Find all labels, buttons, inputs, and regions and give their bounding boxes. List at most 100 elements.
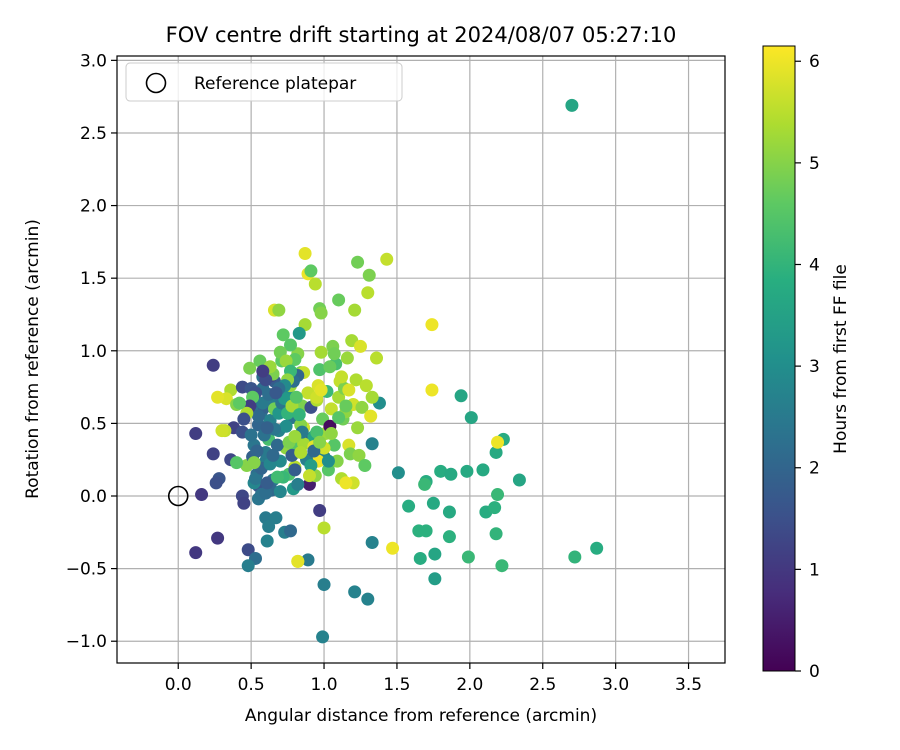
legend-box (125, 62, 403, 102)
data-point (428, 547, 442, 561)
data-point (332, 293, 346, 307)
x-tick-label: 0.0 (165, 675, 192, 695)
data-point (314, 306, 328, 320)
data-point (342, 383, 356, 397)
data-point (291, 554, 305, 568)
data-point (291, 477, 305, 491)
data-point (288, 463, 302, 477)
data-point (270, 470, 284, 484)
legend: Reference platepar (125, 62, 403, 102)
y-tick-label: 1.5 (80, 269, 107, 289)
data-point (402, 499, 416, 513)
data-point (279, 354, 293, 368)
data-point (211, 390, 225, 404)
colorbar-gradient (762, 45, 796, 672)
colorbar-ticks: 0 1 2 3 4 5 6 (795, 52, 820, 682)
data-point (249, 472, 263, 486)
data-point (380, 252, 394, 266)
data-point (313, 435, 327, 449)
data-point (324, 402, 338, 416)
data-point (294, 445, 308, 459)
data-point (237, 496, 251, 510)
grid-lines (117, 56, 725, 663)
data-point (461, 550, 475, 564)
colorbar-label: Hours from first FF file (831, 264, 851, 454)
plot-frame (116, 55, 726, 664)
data-point (279, 419, 293, 433)
x-axis-ticks: 0.0 0.5 1.0 1.5 2.0 2.5 3.0 3.5 (165, 663, 702, 695)
y-tick-label: −1.0 (66, 632, 107, 652)
data-point (211, 531, 225, 545)
data-point (269, 511, 283, 525)
data-point (425, 383, 439, 397)
x-tick-label: 2.0 (456, 675, 483, 695)
colorbar: 0 1 2 3 4 5 6 Hours from first FF file (762, 45, 851, 682)
data-point (289, 390, 303, 404)
data-point (454, 389, 468, 403)
y-tick-label: 2.5 (80, 124, 107, 144)
data-point (359, 379, 373, 393)
data-point (232, 396, 246, 410)
data-point (247, 456, 261, 470)
data-point (269, 386, 283, 400)
data-point (250, 444, 264, 458)
data-point (260, 476, 274, 490)
colorbar-tick-label: 0 (809, 662, 820, 682)
data-point (332, 411, 346, 425)
data-point (335, 370, 349, 384)
data-point (266, 448, 280, 462)
data-point (348, 585, 362, 599)
data-point (590, 541, 604, 555)
colorbar-tick-label: 1 (809, 560, 820, 580)
data-point (489, 445, 503, 459)
colorbar-tick-label: 2 (809, 459, 820, 479)
data-point (292, 326, 306, 340)
y-tick-label: 3.0 (80, 51, 107, 71)
data-point (276, 328, 290, 342)
data-point (339, 476, 353, 490)
data-point (418, 477, 432, 491)
data-point (284, 524, 298, 538)
data-point (364, 409, 378, 423)
data-point (272, 303, 286, 317)
data-point (355, 400, 369, 414)
data-point (206, 447, 220, 461)
data-point (434, 464, 448, 478)
data-point (317, 521, 331, 535)
x-tick-label: 3.5 (675, 675, 702, 695)
data-point (321, 454, 335, 468)
data-point (304, 459, 318, 473)
data-points (189, 98, 604, 644)
data-point (370, 351, 384, 365)
data-point (413, 551, 427, 565)
chart-title: FOV centre drift starting at 2024/08/07 … (166, 23, 677, 47)
data-point (352, 448, 366, 462)
x-tick-label: 3.0 (602, 675, 629, 695)
data-point (365, 437, 379, 451)
data-point (302, 469, 316, 483)
data-point (365, 390, 379, 404)
data-point (308, 277, 322, 291)
x-tick-label: 1.0 (311, 675, 338, 695)
data-point (426, 496, 440, 510)
y-tick-label: −0.5 (66, 560, 107, 580)
x-tick-label: 0.5 (238, 675, 265, 695)
data-point (419, 524, 433, 538)
data-point (313, 504, 327, 518)
colorbar-tick-label: 6 (809, 52, 820, 72)
data-point (270, 438, 284, 452)
data-point (349, 373, 363, 387)
data-point (358, 459, 372, 473)
data-point (489, 527, 503, 541)
data-point (365, 535, 379, 549)
data-point (327, 438, 341, 452)
data-point (460, 464, 474, 478)
data-point (316, 630, 330, 644)
data-point (442, 505, 456, 519)
data-point (444, 467, 458, 481)
data-point (243, 361, 257, 375)
data-point (351, 421, 365, 435)
y-tick-label: 0.5 (80, 414, 107, 434)
data-point (348, 303, 362, 317)
data-point (241, 543, 255, 557)
